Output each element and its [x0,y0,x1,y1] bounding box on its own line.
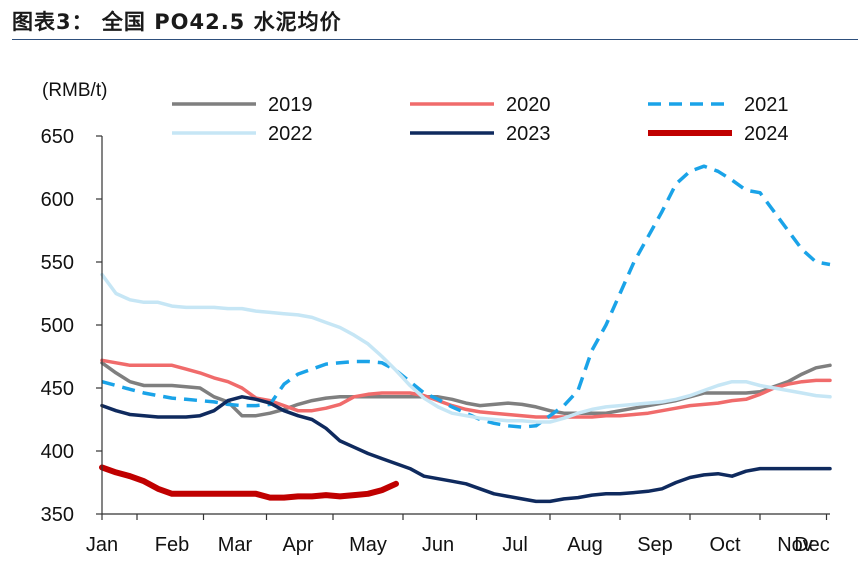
series-line-2021 [101,164,831,429]
x-tick-label: Aug [567,534,603,556]
legend-label-2021: 2021 [744,94,789,116]
y-tick-label: 500 [41,315,74,337]
legend-label-2020: 2020 [506,94,551,116]
x-tick-label: Feb [155,534,189,556]
legend-label-2022: 2022 [268,123,313,145]
x-tick-label: Mar [218,534,253,556]
series-line-2020 [100,358,832,419]
chart-title: 图表3： 全国 PO42.5 水泥均价 [12,10,342,34]
legend-label-2024: 2024 [744,123,789,145]
x-tick-label: May [349,534,387,556]
y-tick-label: 550 [41,252,74,274]
x-tick-label: Nov [777,534,813,556]
series-line-2023 [100,395,832,504]
y-tick-label: 600 [41,189,74,211]
x-tick-label: Dec [794,534,830,556]
y-tick-label: 400 [41,441,74,463]
series-layer [99,164,832,504]
x-tick-label: Oct [709,534,741,556]
y-tick-label: 350 [41,504,74,526]
x-tick-label: Sep [637,534,673,556]
y-tick-label: 650 [41,126,74,148]
x-tick-label: Jan [86,534,118,556]
header: 图表3： 全国 PO42.5 水泥均价 [0,0,865,44]
x-tick-label: Apr [282,534,313,556]
axes: 350 400 450 500 550 600 650 Jan Feb Mar Apr May Jun J… [41,126,830,556]
series-line-2024 [99,464,399,501]
x-tick-label: Jul [502,534,528,556]
legend-label-2019: 2019 [268,94,313,116]
series-line-2019 [100,361,832,418]
y-unit-label: (RMB/t) [42,80,107,101]
y-tick-label: 450 [41,378,74,400]
series-line-2022 [100,272,832,424]
legend-label-2023: 2023 [506,123,551,145]
legend: 2019 2020 2021 2022 2023 2024 [172,94,789,145]
title-underline [12,39,858,40]
x-tick-label: Jun [422,534,454,556]
